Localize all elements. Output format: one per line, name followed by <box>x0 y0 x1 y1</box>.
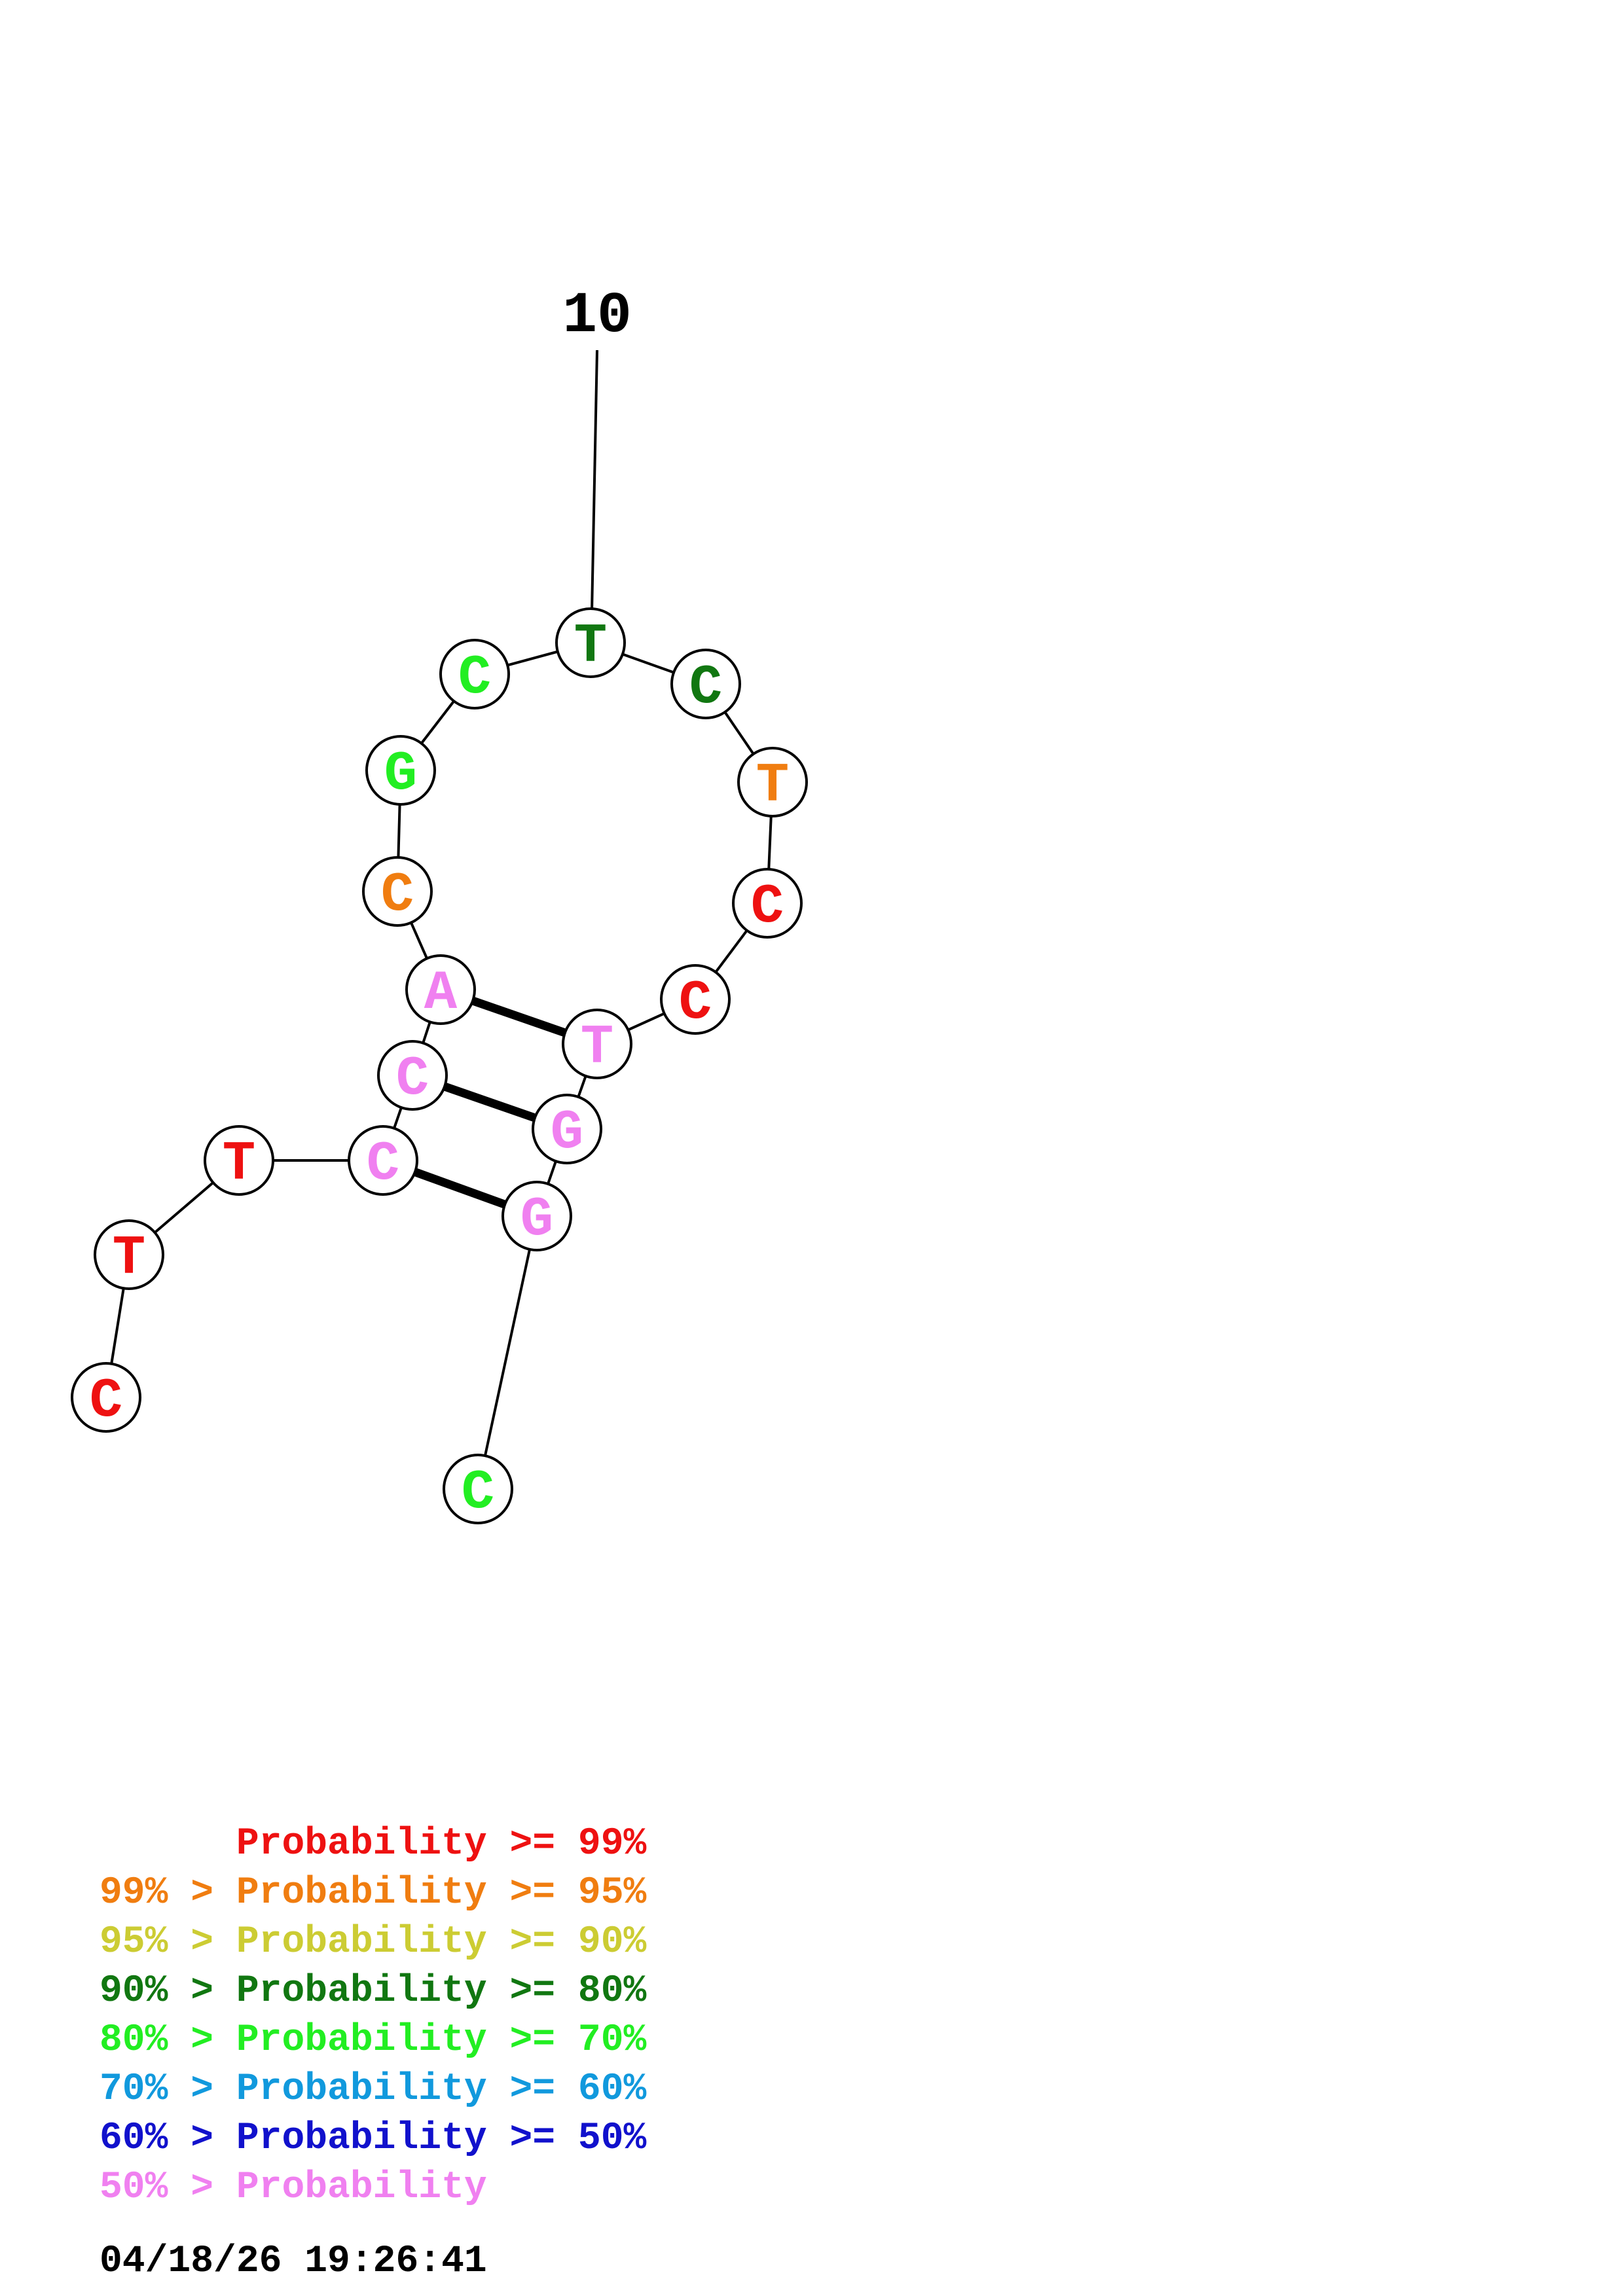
nucleotide-base-label: T <box>223 1134 255 1196</box>
nucleotide-base-label: G <box>520 1189 553 1251</box>
nucleotide-circle <box>362 856 433 927</box>
nucleotide-14: C <box>660 964 731 1035</box>
legend-line: 70% > Probability >= 60% <box>100 2068 647 2111</box>
nucleotide-circle <box>348 1125 418 1196</box>
backbone-link <box>477 1215 538 1490</box>
nucleotide-4: C <box>348 1125 418 1196</box>
nucleotide-base-label: C <box>458 647 491 709</box>
nucleotide-circle <box>405 954 476 1025</box>
nucleotide-base-label: A <box>424 963 458 1025</box>
nucleotide-base-label: C <box>751 876 784 939</box>
nucleotide-15: T <box>562 1009 632 1079</box>
nucleotide-base-label: C <box>381 865 414 927</box>
position-label-tick <box>590 350 598 645</box>
nucleotide-circle <box>443 1454 513 1524</box>
nucleotide-circle <box>94 1219 164 1290</box>
nucleotide-circle <box>71 1362 141 1433</box>
nucleotide-6: A <box>405 954 476 1025</box>
nucleotide-base-label: T <box>113 1228 145 1290</box>
legend-line: 60% > Probability >= 50% <box>100 2117 647 2160</box>
nucleotide-base-label: C <box>689 657 722 719</box>
nucleotide-2: T <box>94 1219 164 1290</box>
nucleotide-circle <box>732 868 803 939</box>
nucleotide-circle <box>555 607 626 678</box>
nucleotide-base-label: G <box>384 744 417 806</box>
nucleotide-13: C <box>732 868 803 939</box>
nucleotide-1: C <box>71 1362 141 1433</box>
nucleotide-7: C <box>362 856 433 927</box>
nucleotide-circle <box>532 1094 602 1164</box>
nucleotide-18: C <box>443 1454 513 1524</box>
nucleotide-3: T <box>204 1125 274 1196</box>
nucleotide-base-label: C <box>396 1049 429 1111</box>
nucleotide-circle <box>737 747 808 817</box>
nucleotide-5: C <box>377 1040 448 1111</box>
probability-legend: Probability >= 99% 99% > Probability >= 9… <box>100 1823 647 2209</box>
nucleotide-16: G <box>532 1094 602 1164</box>
nucleotide-circle <box>501 1181 572 1251</box>
legend-line: 80% > Probability >= 70% <box>100 2019 647 2062</box>
timestamp: 04/18/26 19:26:41 <box>100 2240 487 2283</box>
legend-line: 95% > Probability >= 90% <box>100 1921 647 1964</box>
legend-line: Probability >= 99% <box>100 1823 647 1865</box>
nucleotide-circle <box>660 964 731 1035</box>
nucleotide-17: G <box>501 1181 572 1251</box>
legend-line: 99% > Probability >= 95% <box>100 1872 647 1914</box>
nucleotide-circle <box>365 735 436 806</box>
nucleotide-circle <box>670 649 741 719</box>
nucleotide-12: T <box>737 747 808 817</box>
nucleotide-10: T <box>555 607 626 678</box>
legend-line: 90% > Probability >= 80% <box>100 1970 647 2013</box>
nucleotide-base-label: C <box>90 1371 122 1433</box>
nucleotide-9: C <box>439 639 510 709</box>
nucleotide-11: C <box>670 649 741 719</box>
nucleotide-base-label: C <box>679 973 712 1035</box>
nucleotide-base-label: C <box>367 1134 399 1196</box>
nucleotide-base-label: T <box>756 755 789 817</box>
nucleotide-circle <box>204 1125 274 1196</box>
position-label: 10 <box>562 284 632 349</box>
nucleotide-base-label: T <box>581 1017 613 1079</box>
nucleotide-base-label: C <box>462 1462 494 1524</box>
nucleotide-base-label: G <box>551 1102 583 1164</box>
nucleotide-circle <box>439 639 510 709</box>
nucleotide-circle <box>562 1009 632 1079</box>
legend-line: 50% > Probability <box>100 2166 487 2209</box>
nucleotide-circle <box>377 1040 448 1111</box>
nucleotide-base-label: T <box>574 616 607 678</box>
nucleotide-8: G <box>365 735 436 806</box>
